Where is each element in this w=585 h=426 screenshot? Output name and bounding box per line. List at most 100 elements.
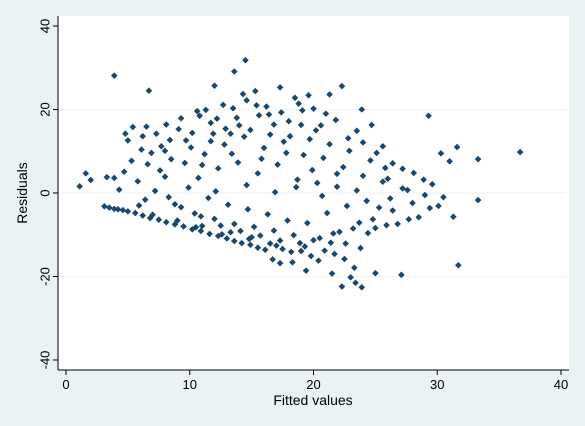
data-point xyxy=(209,130,217,138)
data-point xyxy=(110,72,118,79)
data-point xyxy=(404,186,411,194)
data-point xyxy=(149,211,156,219)
x-axis-title: Fitted values xyxy=(273,392,352,408)
y-tick-label: 20 xyxy=(38,102,53,116)
data-point xyxy=(231,220,238,228)
data-point xyxy=(198,161,206,169)
axis-ticks: -40 -20 0 20 40 0 10 20 30 40 xyxy=(38,19,569,392)
data-point xyxy=(162,121,170,128)
data-point xyxy=(300,151,307,159)
data-point xyxy=(271,188,279,196)
data-point xyxy=(237,227,244,235)
data-point xyxy=(211,215,218,223)
data-point xyxy=(242,56,249,64)
data-point xyxy=(328,270,336,277)
data-point xyxy=(185,184,192,191)
data-point xyxy=(359,172,367,180)
data-point xyxy=(180,223,187,230)
data-point xyxy=(446,157,453,165)
data-point xyxy=(144,160,151,168)
x-tick-label: 10 xyxy=(183,377,197,392)
data-point xyxy=(229,104,237,112)
data-point xyxy=(429,180,436,188)
data-point xyxy=(196,112,203,120)
data-point xyxy=(191,210,198,217)
data-point xyxy=(234,159,242,166)
data-point xyxy=(201,150,208,158)
data-point xyxy=(192,223,200,231)
data-point xyxy=(207,119,215,127)
data-point xyxy=(101,203,108,210)
data-point xyxy=(312,127,320,134)
data-point xyxy=(211,82,218,90)
data-point xyxy=(308,166,316,174)
data-point xyxy=(372,224,379,232)
data-point xyxy=(258,155,265,163)
data-point xyxy=(171,200,179,208)
data-point xyxy=(379,142,387,150)
data-point xyxy=(421,191,429,199)
data-point xyxy=(156,167,164,174)
data-point xyxy=(296,239,304,247)
data-point xyxy=(255,112,263,119)
data-point xyxy=(289,259,296,266)
data-point xyxy=(291,94,299,102)
data-point xyxy=(381,164,389,172)
data-point xyxy=(247,241,254,249)
data-point xyxy=(326,140,333,148)
data-point xyxy=(394,220,401,228)
data-point xyxy=(359,139,367,146)
data-point xyxy=(284,217,291,224)
data-point xyxy=(238,239,246,247)
data-point xyxy=(287,248,295,256)
data-point xyxy=(276,259,284,267)
data-point xyxy=(358,106,366,113)
data-point xyxy=(330,230,337,237)
data-point xyxy=(333,183,341,191)
data-point xyxy=(336,228,343,236)
data-point xyxy=(372,269,379,277)
x-tick-label: 20 xyxy=(306,377,320,392)
data-point xyxy=(343,202,351,210)
data-point xyxy=(153,130,160,138)
data-point xyxy=(322,110,330,117)
data-point xyxy=(339,163,347,171)
data-point xyxy=(426,204,434,212)
y-tick-label: 40 xyxy=(38,19,53,33)
data-point xyxy=(269,256,276,263)
data-point xyxy=(290,231,297,239)
data-point xyxy=(134,178,142,185)
data-point xyxy=(346,147,353,155)
data-point xyxy=(245,235,253,243)
data-point xyxy=(256,232,264,239)
data-point xyxy=(233,114,241,122)
data-point xyxy=(297,247,305,255)
data-point xyxy=(351,264,358,272)
data-point xyxy=(252,87,259,95)
data-point xyxy=(217,222,224,229)
data-point xyxy=(276,237,284,244)
data-point xyxy=(261,246,269,254)
data-point xyxy=(338,82,346,90)
data-point xyxy=(415,213,422,221)
data-point xyxy=(240,133,248,140)
data-point xyxy=(212,188,220,195)
data-point xyxy=(332,116,340,124)
data-point xyxy=(161,147,169,155)
data-point xyxy=(270,227,278,234)
data-point xyxy=(310,236,317,244)
data-point xyxy=(273,242,280,249)
data-point xyxy=(353,127,361,135)
data-point xyxy=(349,225,357,232)
x-tick-label: 30 xyxy=(430,377,444,392)
data-point xyxy=(231,237,238,245)
data-point xyxy=(274,161,281,168)
data-point xyxy=(320,154,327,162)
data-point xyxy=(181,159,189,167)
data-point xyxy=(214,165,222,172)
data-point xyxy=(286,132,294,140)
data-point xyxy=(266,240,274,247)
data-point xyxy=(129,123,137,131)
data-point xyxy=(266,131,274,138)
data-point xyxy=(205,194,212,202)
